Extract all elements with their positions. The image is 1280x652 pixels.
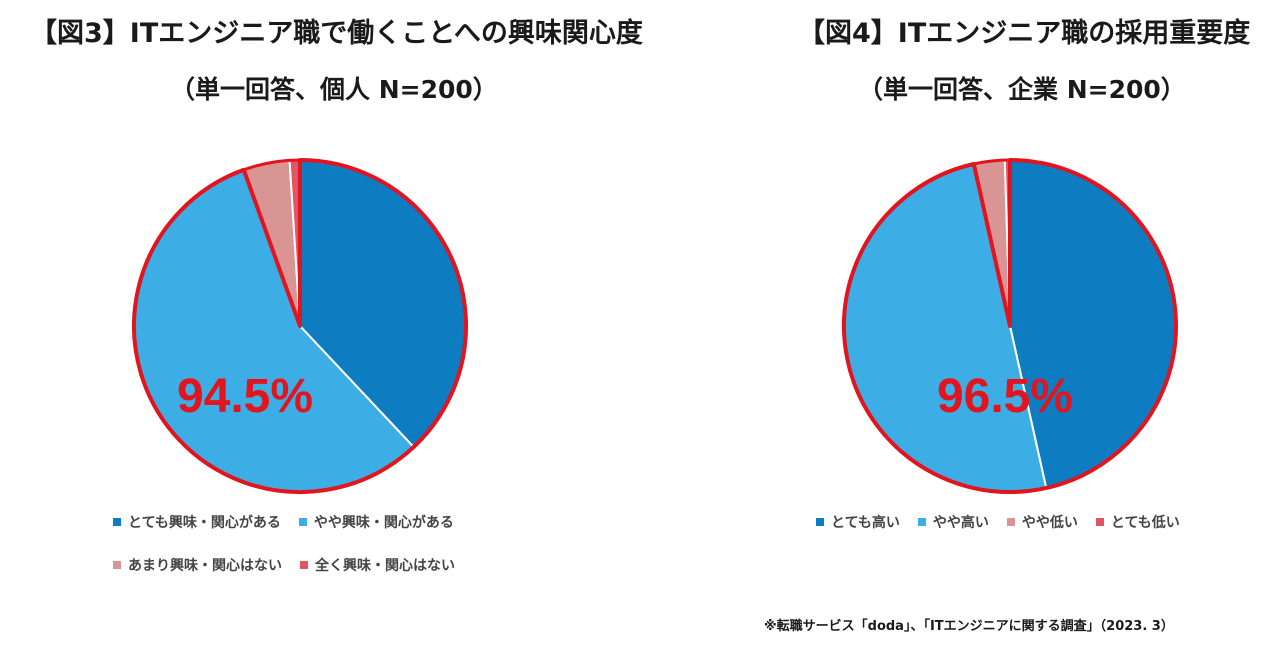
pie-chart-2: 96.5% xyxy=(842,158,1178,494)
legend-item: 全く興味・関心はない xyxy=(300,555,455,575)
chart-2-legend-row-1: とても高い やや高い やや低い とても低い xyxy=(816,512,1180,532)
legend-item: やや興味・関心がある xyxy=(298,512,454,532)
chart-2-subtitle: （単一回答、企業 N=200） xyxy=(858,75,1186,104)
legend-label: やや低い xyxy=(1021,515,1078,531)
chart-1-legend-row-2: あまり興味・関心はない 全く興味・関心はない xyxy=(113,555,455,575)
legend-item: とても興味・関心がある xyxy=(113,512,281,532)
source-note: ※転職サービス「doda」、「ITエンジニアに関する調査」（2023. 3） xyxy=(764,619,1174,634)
legend-label: やや高い xyxy=(932,515,989,531)
pie-outline xyxy=(842,158,1178,494)
legend-item: やや低い xyxy=(1006,512,1078,532)
legend-swatch xyxy=(113,518,121,526)
chart-1-legend-row-1: とても興味・関心がある やや興味・関心がある xyxy=(113,512,454,532)
legend-swatch xyxy=(917,518,926,526)
legend-item: とても低い xyxy=(1095,512,1180,532)
legend-item: とても高い xyxy=(816,512,900,532)
chart-panel-2: 【図4】ITエンジニア職の採用重要度 （単一回答、企業 N=200） 96.5%… xyxy=(780,0,1280,600)
legend-label: やや興味・関心がある xyxy=(313,515,454,531)
legend-label: 全く興味・関心はない xyxy=(315,558,455,574)
legend-label: あまり興味・関心はない xyxy=(128,558,282,574)
legend-item: あまり興味・関心はない xyxy=(113,555,282,575)
legend-swatch xyxy=(113,561,121,569)
legend-label: とても興味・関心がある xyxy=(128,515,281,531)
chart-1-title: 【図3】ITエンジニア職で働くことへの興味関心度 xyxy=(30,18,643,49)
chart-2-title: 【図4】ITエンジニア職の採用重要度 xyxy=(798,18,1251,49)
legend-label: とても低い xyxy=(1110,515,1180,531)
legend-swatch xyxy=(1095,518,1104,526)
legend-swatch xyxy=(298,518,307,526)
legend-swatch xyxy=(816,518,824,526)
highlight-percent-label: 94.5% xyxy=(177,370,313,423)
legend-swatch xyxy=(300,561,308,569)
pie-chart-1: 94.5% xyxy=(132,158,468,494)
chart-1-subtitle: （単一回答、個人 N=200） xyxy=(170,75,498,104)
pie-outline xyxy=(132,158,468,494)
chart-panel-1: 【図3】ITエンジニア職で働くことへの興味関心度 （単一回答、個人 N=200）… xyxy=(0,0,643,600)
legend-label: とても高い xyxy=(831,515,900,531)
highlight-percent-label: 96.5% xyxy=(937,370,1073,423)
legend-item: やや高い xyxy=(917,512,989,532)
legend-swatch xyxy=(1006,518,1015,526)
